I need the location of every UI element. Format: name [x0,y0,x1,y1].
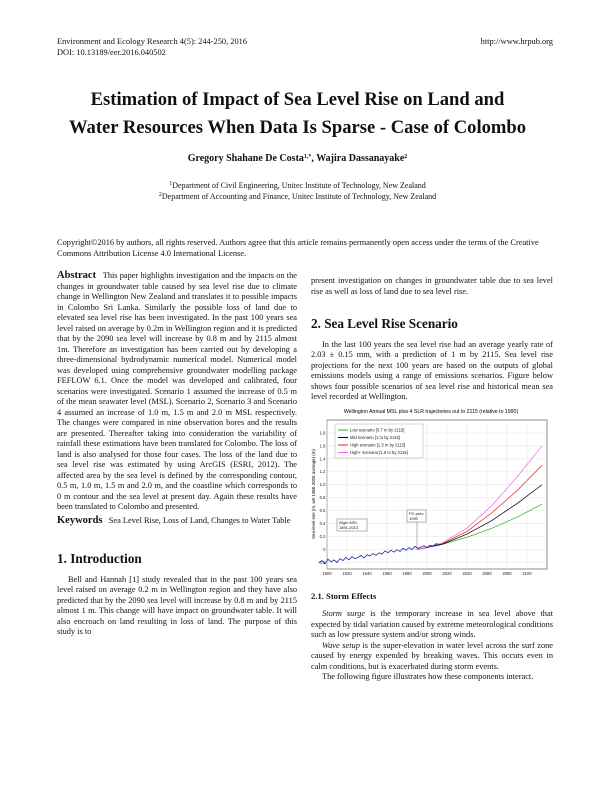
y-axis-ticks: -0.2 0 0.2 0.4 0.6 0.8 1.0 1.2 1.4 1.6 1.8 [318,430,326,565]
section21-heading: 2.1. Storm Effects [311,590,377,601]
affiliation-2: 2Department of Accounting and Finance, U… [40,192,555,203]
x-tick-label: 2080 [502,571,512,576]
sea-level-chart: Wellington Annual MSL plus 4 SLR traject… [311,409,548,576]
author-superscript: 2 [404,154,408,160]
intro-heading: 1. Introduction [57,551,142,566]
y-tick-label: 1.4 [320,456,326,461]
abstract-text: This paper highlights investigation and … [57,271,297,511]
y-tick-label: 0.6 [320,508,326,513]
copyright-notice: Copyright©2016 by authors, all rights re… [57,238,539,258]
storm-surge-paragraph: Storm surge is the temporary increase in… [311,609,553,641]
affiliation-text: Department of Civil Engineering, Unitec … [172,181,426,190]
author-separator: , [311,153,317,164]
y-tick-label: 0 [323,546,326,551]
y-tick-label: 1.8 [320,430,326,435]
storm-surge-text: is the temporary increase in sea level a… [311,609,553,639]
paper-title: Estimation of Impact of Sea Level Rise o… [40,86,555,142]
journal-citation: Environment and Ecology Research 4(5): 2… [57,37,248,46]
keywords-text: Sea Level Rise, Loss of Land, Changes to… [108,515,291,525]
journal-url[interactable]: http://www.hrpub.org [480,37,553,46]
abstract-label: Abstract [57,270,97,281]
y-tick-label: -0.2 [318,559,326,564]
x-tick-label: 1980 [402,571,412,576]
left-column: Abstract This paper highlights investiga… [57,270,297,638]
y-tick-label: 1.2 [320,469,326,474]
annotation-text: 1891-2013 [339,525,359,530]
affiliation-marker: 1 [169,181,173,187]
doi[interactable]: DOI: 10.13189/eer.2016.040502 [57,48,166,57]
x-tick-label: 1940 [362,571,372,576]
affiliation-1: 1Department of Civil Engineering, Unitec… [40,181,555,192]
x-axis-ticks: 1900 1920 1940 1960 1980 2000 2020 2040 2060 2080… [322,571,532,576]
author-superscript: 1,* [303,154,312,160]
affiliation-text: Department of Accounting and Finance, Un… [161,192,437,201]
right-column: present investigation on changes in grou… [311,276,553,683]
wave-setup-paragraph: Wave setup is the super-elevation in wat… [311,641,553,673]
y-tick-label: 1.6 [320,443,326,448]
y-tick-label: 0.8 [320,495,326,500]
annotation-box [406,509,427,522]
y-axis-label: Sea-level rise (m, wrt 1986-2005 average… [311,448,316,538]
author-name: Gregory Shahane De Costa [187,153,304,164]
right-top-paragraph: present investigation on changes in grou… [311,276,553,296]
y-tick-label: 1.0 [320,482,326,487]
section2-paragraph: In the last 100 years the sea level rise… [311,339,553,402]
interaction-paragraph: The following figure illustrates how the… [322,672,534,681]
wave-setup-text: is the super-elevation in water level ac… [311,640,553,671]
series-line [318,542,440,564]
author-list: Gregory Shahane De Costa1,*, Wajira Dass… [40,153,555,164]
abstract: Abstract This paper highlights investiga… [57,270,297,513]
chart-title: Wellington Annual MSL plus 4 SLR traject… [344,409,519,415]
x-tick-label: 1960 [382,571,392,576]
y-tick-label: 0.2 [320,534,326,539]
annotation-text: 1990 [409,516,419,521]
intro-paragraph: Bell and Hannah [1] study revealed that … [57,574,297,637]
keywords-label: Keywords [57,514,103,526]
annotation-box [336,518,368,531]
x-tick-label: 1920 [342,571,352,576]
annotation-text: Wgtn MSL [339,520,358,525]
x-tick-label: 2000 [422,571,432,576]
title-line-1: Estimation of Impact of Sea Level Rise o… [90,89,505,110]
wave-setup-term: Wave setup [322,640,360,650]
annotation-text: PC prev [409,511,423,516]
storm-surge-term: Storm surge [322,609,366,618]
x-tick-label: 2100 [522,571,532,576]
legend-entry: Mid scenario [1 m by 2115] [350,435,400,440]
affiliation-marker: 2 [158,192,162,198]
series-line [416,464,543,550]
x-tick-label: 1900 [322,571,332,576]
x-tick-label: 2060 [482,571,492,576]
legend-entry: High scenario [1.3 m by 2115] [350,442,405,447]
chart-legend [334,423,424,458]
keywords: Keywords Sea Level Rise, Loss of Land, C… [57,514,297,527]
author-name: Wajira Dassanayake [316,153,405,164]
legend-entry: Low scenario [0.7 m by 2115] [350,427,404,432]
title-line-2: Water Resources When Data Is Sparse - Ca… [68,117,527,138]
x-tick-label: 2020 [442,571,452,576]
chart-series [318,445,543,564]
x-tick-label: 2040 [462,571,472,576]
y-tick-label: 0.4 [320,521,326,526]
series-line [416,484,543,550]
section2-heading: 2. Sea Level Rise Scenario [311,316,458,331]
legend-entry: High+ scenario [1.6 m by 2115] [350,450,408,455]
